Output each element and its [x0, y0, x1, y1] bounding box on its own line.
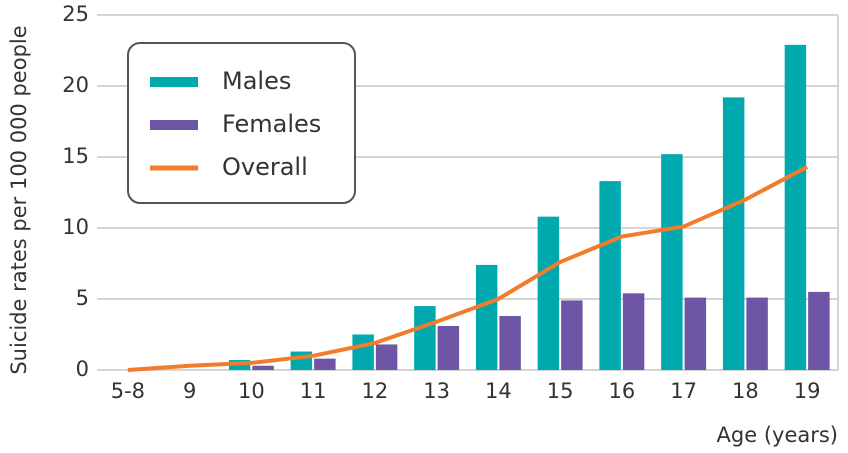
bar [437, 325, 460, 370]
bar [375, 344, 398, 370]
legend-label: Females [222, 110, 321, 138]
y-tick-label: 25 [62, 2, 89, 26]
bar [352, 334, 374, 370]
y-tick-label: 5 [76, 286, 89, 310]
legend-swatch [150, 77, 198, 87]
bar [561, 300, 583, 370]
x-tick-label: 12 [362, 379, 389, 403]
bar [414, 306, 436, 370]
bar [599, 181, 621, 370]
x-axis-title: Age (years) [717, 423, 838, 447]
x-tick-label: 16 [609, 379, 636, 403]
x-tick-label: 5-8 [111, 379, 145, 403]
legend-label: Overall [222, 153, 308, 181]
bar [475, 264, 498, 370]
bar [537, 216, 560, 370]
y-axis-title: Suicide rates per 100 000 people [7, 25, 31, 374]
bar [808, 291, 830, 370]
bar [314, 358, 336, 370]
y-tick-label: 0 [76, 357, 89, 381]
bar [252, 365, 274, 370]
legend-label: Males [222, 67, 291, 95]
bar [499, 316, 521, 370]
x-tick-label: 13 [423, 379, 450, 403]
x-tick-label: 19 [794, 379, 821, 403]
x-tick-label: 15 [547, 379, 574, 403]
bar [622, 293, 645, 370]
y-tick-label: 15 [62, 144, 89, 168]
bar [722, 97, 745, 371]
x-tick-label: 14 [485, 379, 512, 403]
x-tick-label: 11 [300, 379, 327, 403]
x-tick-label: 17 [670, 379, 697, 403]
line [127, 165, 809, 372]
x-tick-label: 9 [183, 379, 196, 403]
x-tick-label: 18 [732, 379, 759, 403]
bar [746, 297, 768, 370]
bar [661, 154, 683, 370]
bar [784, 44, 807, 370]
y-tick-label: 20 [62, 73, 89, 97]
legend-swatch [150, 120, 198, 130]
bar [684, 297, 707, 370]
x-tick-label: 10 [238, 379, 265, 403]
y-tick-label: 10 [62, 215, 89, 239]
